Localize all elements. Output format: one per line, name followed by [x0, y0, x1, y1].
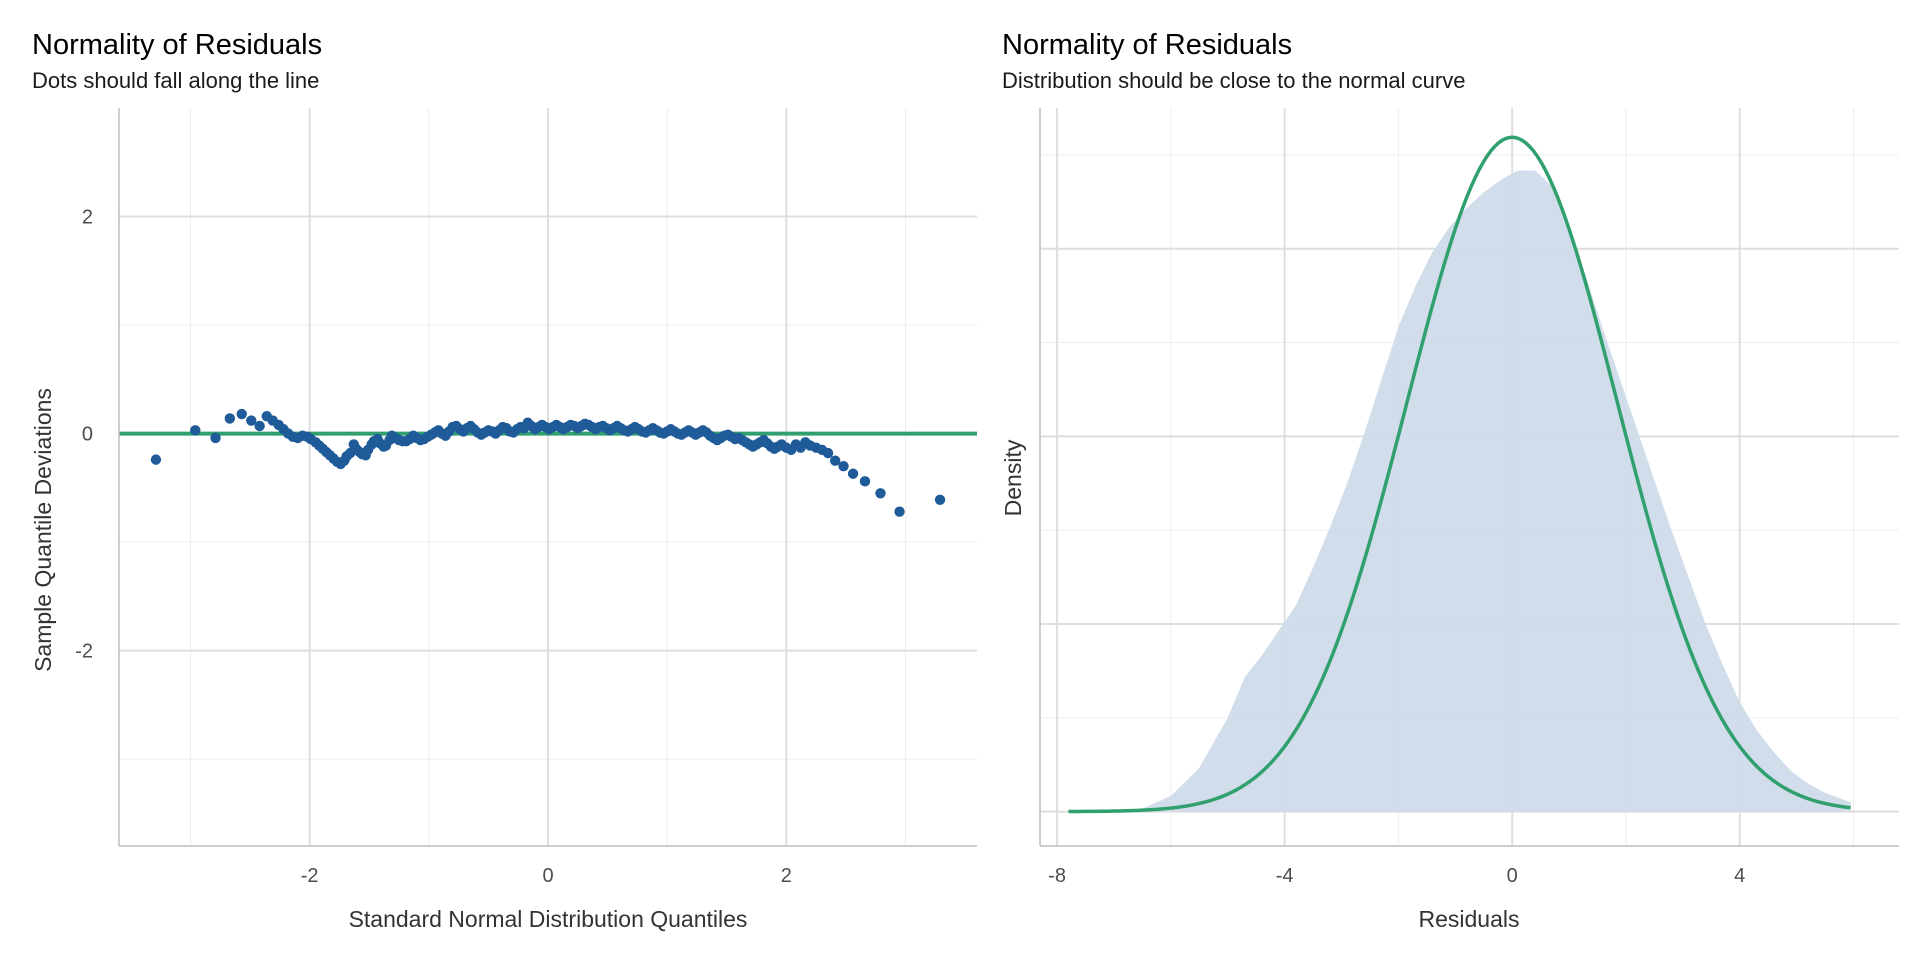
density-x-axis-title: Residuals: [1419, 906, 1520, 932]
qq-point: [150, 454, 162, 465]
qq-gridlines: [119, 108, 977, 846]
density-title: Normality of Residuals: [1002, 29, 1292, 61]
qq-title: Normality of Residuals: [32, 29, 322, 61]
qq-x-axis-title: Standard Normal Distribution Quantiles: [349, 906, 748, 932]
density-x-tick-label: 0: [1507, 865, 1518, 887]
density-x-tick-label: 4: [1734, 865, 1745, 887]
qq-x-tick-label: 0: [542, 865, 553, 887]
density-area: [1068, 170, 1851, 812]
qq-point: [190, 425, 201, 436]
qq-point: [859, 476, 871, 487]
qq-point: [894, 506, 905, 517]
qq-x-tick-label: 2: [781, 865, 792, 887]
density-panel: Normality of Residuals Distribution shou…: [1000, 29, 1899, 932]
qq-point: [829, 455, 841, 466]
density-x-tick-label: -8: [1048, 865, 1066, 887]
density-y-axis-title: Density: [1000, 439, 1026, 516]
qq-y-tick-label: 0: [82, 424, 93, 446]
qq-point: [934, 494, 946, 505]
qq-y-tick-label: 2: [82, 207, 93, 229]
density-x-tick-label: -4: [1276, 865, 1294, 887]
qq-point: [838, 460, 849, 472]
qq-point: [246, 415, 257, 426]
density-x-ticks: -8 -4 0 4: [1048, 865, 1745, 887]
qq-points-layer: [150, 408, 946, 517]
qq-y-ticks: -2 0 2: [75, 207, 93, 663]
density-subtitle: Distribution should be close to the norm…: [1002, 68, 1465, 93]
qq-point: [847, 468, 859, 479]
qq-subtitle: Dots should fall along the line: [32, 68, 319, 93]
qq-point: [210, 432, 221, 444]
qq-x-ticks: -2 0 2: [301, 865, 792, 887]
qq-point: [224, 413, 236, 424]
qq-y-axis-title: Sample Quantile Deviations: [30, 388, 56, 672]
qq-y-tick-label: -2: [75, 641, 93, 663]
normal-curve-line: [1068, 135, 1851, 814]
qq-point: [875, 488, 886, 499]
qq-point: [236, 408, 247, 420]
qq-x-tick-label: -2: [301, 865, 319, 887]
qq-panel: Normality of Residuals Dots should fall …: [30, 29, 977, 932]
qq-point: [822, 447, 834, 459]
qq-point: [254, 420, 265, 432]
